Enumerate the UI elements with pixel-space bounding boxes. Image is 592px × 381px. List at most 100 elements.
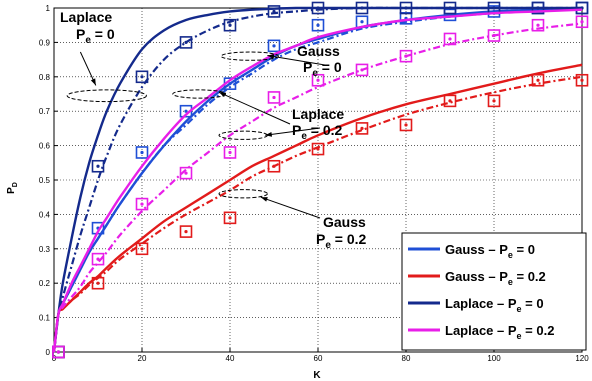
- data-marker-dot: [536, 23, 540, 27]
- data-marker: [223, 146, 237, 159]
- data-marker-dot: [184, 109, 188, 113]
- data-marker-dot: [272, 9, 276, 14]
- annotation-gauss-pe0: Gauss Pe = 0: [297, 43, 342, 79]
- data-marker-dot: [448, 6, 452, 10]
- data-marker: [179, 225, 193, 238]
- series-laplace_pe0: [52, 1, 589, 359]
- svg-text:Laplace: Laplace: [292, 106, 344, 122]
- annotation-gauss-pe02: Gauss Pe = 0.2: [316, 214, 367, 251]
- y-axis-label: PD: [6, 182, 19, 194]
- series-line-theory: [52, 8, 583, 353]
- data-marker-dot: [56, 350, 61, 354]
- data-marker: [399, 118, 413, 132]
- data-marker: [223, 211, 237, 225]
- data-marker: [267, 91, 281, 104]
- y-tick-label: 1: [46, 4, 51, 13]
- data-marker: [267, 39, 281, 53]
- legend-item-laplace-pe02: Laplace – Pe = 0.2: [408, 323, 554, 341]
- y-tick-label: 0.8: [39, 73, 51, 82]
- y-tick-label: 0.1: [39, 314, 51, 323]
- arrow-head: [260, 197, 268, 202]
- y-axis-label-sub: D: [12, 182, 19, 187]
- series-line-sim: [52, 75, 583, 353]
- svg-text:Laplace – Pe = 0: Laplace – Pe = 0: [445, 296, 544, 314]
- data-marker: [575, 73, 589, 87]
- data-marker: [355, 122, 369, 135]
- x-tick-label: 40: [226, 354, 235, 363]
- data-marker-dot: [272, 44, 276, 48]
- series-layer: [52, 1, 589, 359]
- legend-item-gauss-pe02: Gauss – Pe = 0.2: [408, 269, 546, 287]
- arrow-line: [218, 91, 291, 125]
- svg-text:Pe = 0.2: Pe = 0.2: [292, 122, 343, 142]
- data-marker-dot: [184, 171, 188, 175]
- data-marker-dot: [404, 54, 408, 58]
- svg-text:Gauss: Gauss: [323, 214, 366, 230]
- x-tick-label: 120: [575, 354, 589, 363]
- series-gauss_pe02: [52, 63, 589, 359]
- data-marker: [135, 146, 149, 159]
- data-marker-dot: [404, 6, 408, 10]
- x-tick-label: 100: [487, 354, 501, 363]
- y-tick-label: 0.9: [39, 38, 51, 47]
- data-marker-dot: [492, 6, 496, 10]
- x-tick-label: 80: [402, 354, 411, 363]
- annotation-laplace-pe02: Laplace Pe = 0.2: [292, 106, 344, 142]
- data-marker-dot: [272, 164, 276, 168]
- svg-text:PD: PD: [6, 182, 19, 194]
- series-line-theory: [52, 63, 583, 353]
- data-marker: [443, 32, 457, 46]
- data-marker-dot: [360, 126, 364, 130]
- data-marker-dot: [316, 147, 320, 151]
- y-tick-label: 0.4: [39, 210, 51, 219]
- data-marker: [399, 1, 413, 15]
- annotation-ellipse: [220, 51, 279, 61]
- arrow-head: [265, 132, 273, 137]
- data-marker-dot: [404, 123, 408, 127]
- series-line-sim: [52, 7, 583, 353]
- data-marker-dot: [492, 99, 496, 103]
- y-tick-label: 0: [46, 348, 51, 357]
- data-marker-dot: [184, 40, 188, 45]
- data-marker-dot: [448, 99, 452, 103]
- data-marker-dot: [580, 20, 584, 24]
- annotation-ellipse: [218, 189, 268, 199]
- data-marker: [531, 1, 545, 15]
- data-marker-dot: [140, 202, 144, 206]
- data-marker: [91, 276, 105, 290]
- data-marker-dot: [140, 75, 144, 79]
- data-marker: [311, 142, 325, 156]
- data-marker: [223, 18, 237, 32]
- data-marker: [575, 1, 589, 15]
- svg-text:Pe = 0: Pe = 0: [303, 59, 342, 79]
- data-marker: [531, 18, 545, 32]
- data-marker-dot: [536, 78, 540, 82]
- svg-text:Pe = 0.2: Pe = 0.2: [316, 231, 367, 251]
- legend-item-gauss-pe0: Gauss – Pe = 0: [408, 242, 535, 260]
- data-marker-dot: [360, 20, 364, 24]
- data-marker: [179, 166, 193, 180]
- annotation-arrows: [79, 51, 326, 219]
- data-marker-dot: [140, 150, 144, 155]
- arrow-head: [219, 92, 226, 98]
- data-marker-dot: [272, 95, 276, 100]
- data-marker-dot: [96, 164, 100, 168]
- data-marker: [575, 15, 589, 29]
- svg-text:Laplace – Pe = 0.2: Laplace – Pe = 0.2: [445, 323, 554, 341]
- annotation-laplace-pe0: Laplace Pe = 0: [60, 9, 115, 46]
- data-marker: [355, 1, 369, 15]
- data-marker-dot: [228, 82, 232, 86]
- x-tick-label: 20: [138, 354, 147, 363]
- data-marker: [399, 49, 413, 63]
- data-marker-dot: [184, 230, 188, 234]
- data-marker: [91, 159, 105, 173]
- data-marker: [311, 73, 325, 87]
- arrow-line: [265, 127, 321, 136]
- legend-item-laplace-pe0: Laplace – Pe = 0: [408, 296, 544, 314]
- y-tick-label: 0.2: [39, 279, 51, 288]
- data-marker-dot: [96, 257, 100, 261]
- data-marker-dot: [316, 23, 320, 27]
- data-marker: [179, 36, 193, 49]
- data-marker: [443, 1, 457, 15]
- data-marker-dot: [492, 33, 496, 38]
